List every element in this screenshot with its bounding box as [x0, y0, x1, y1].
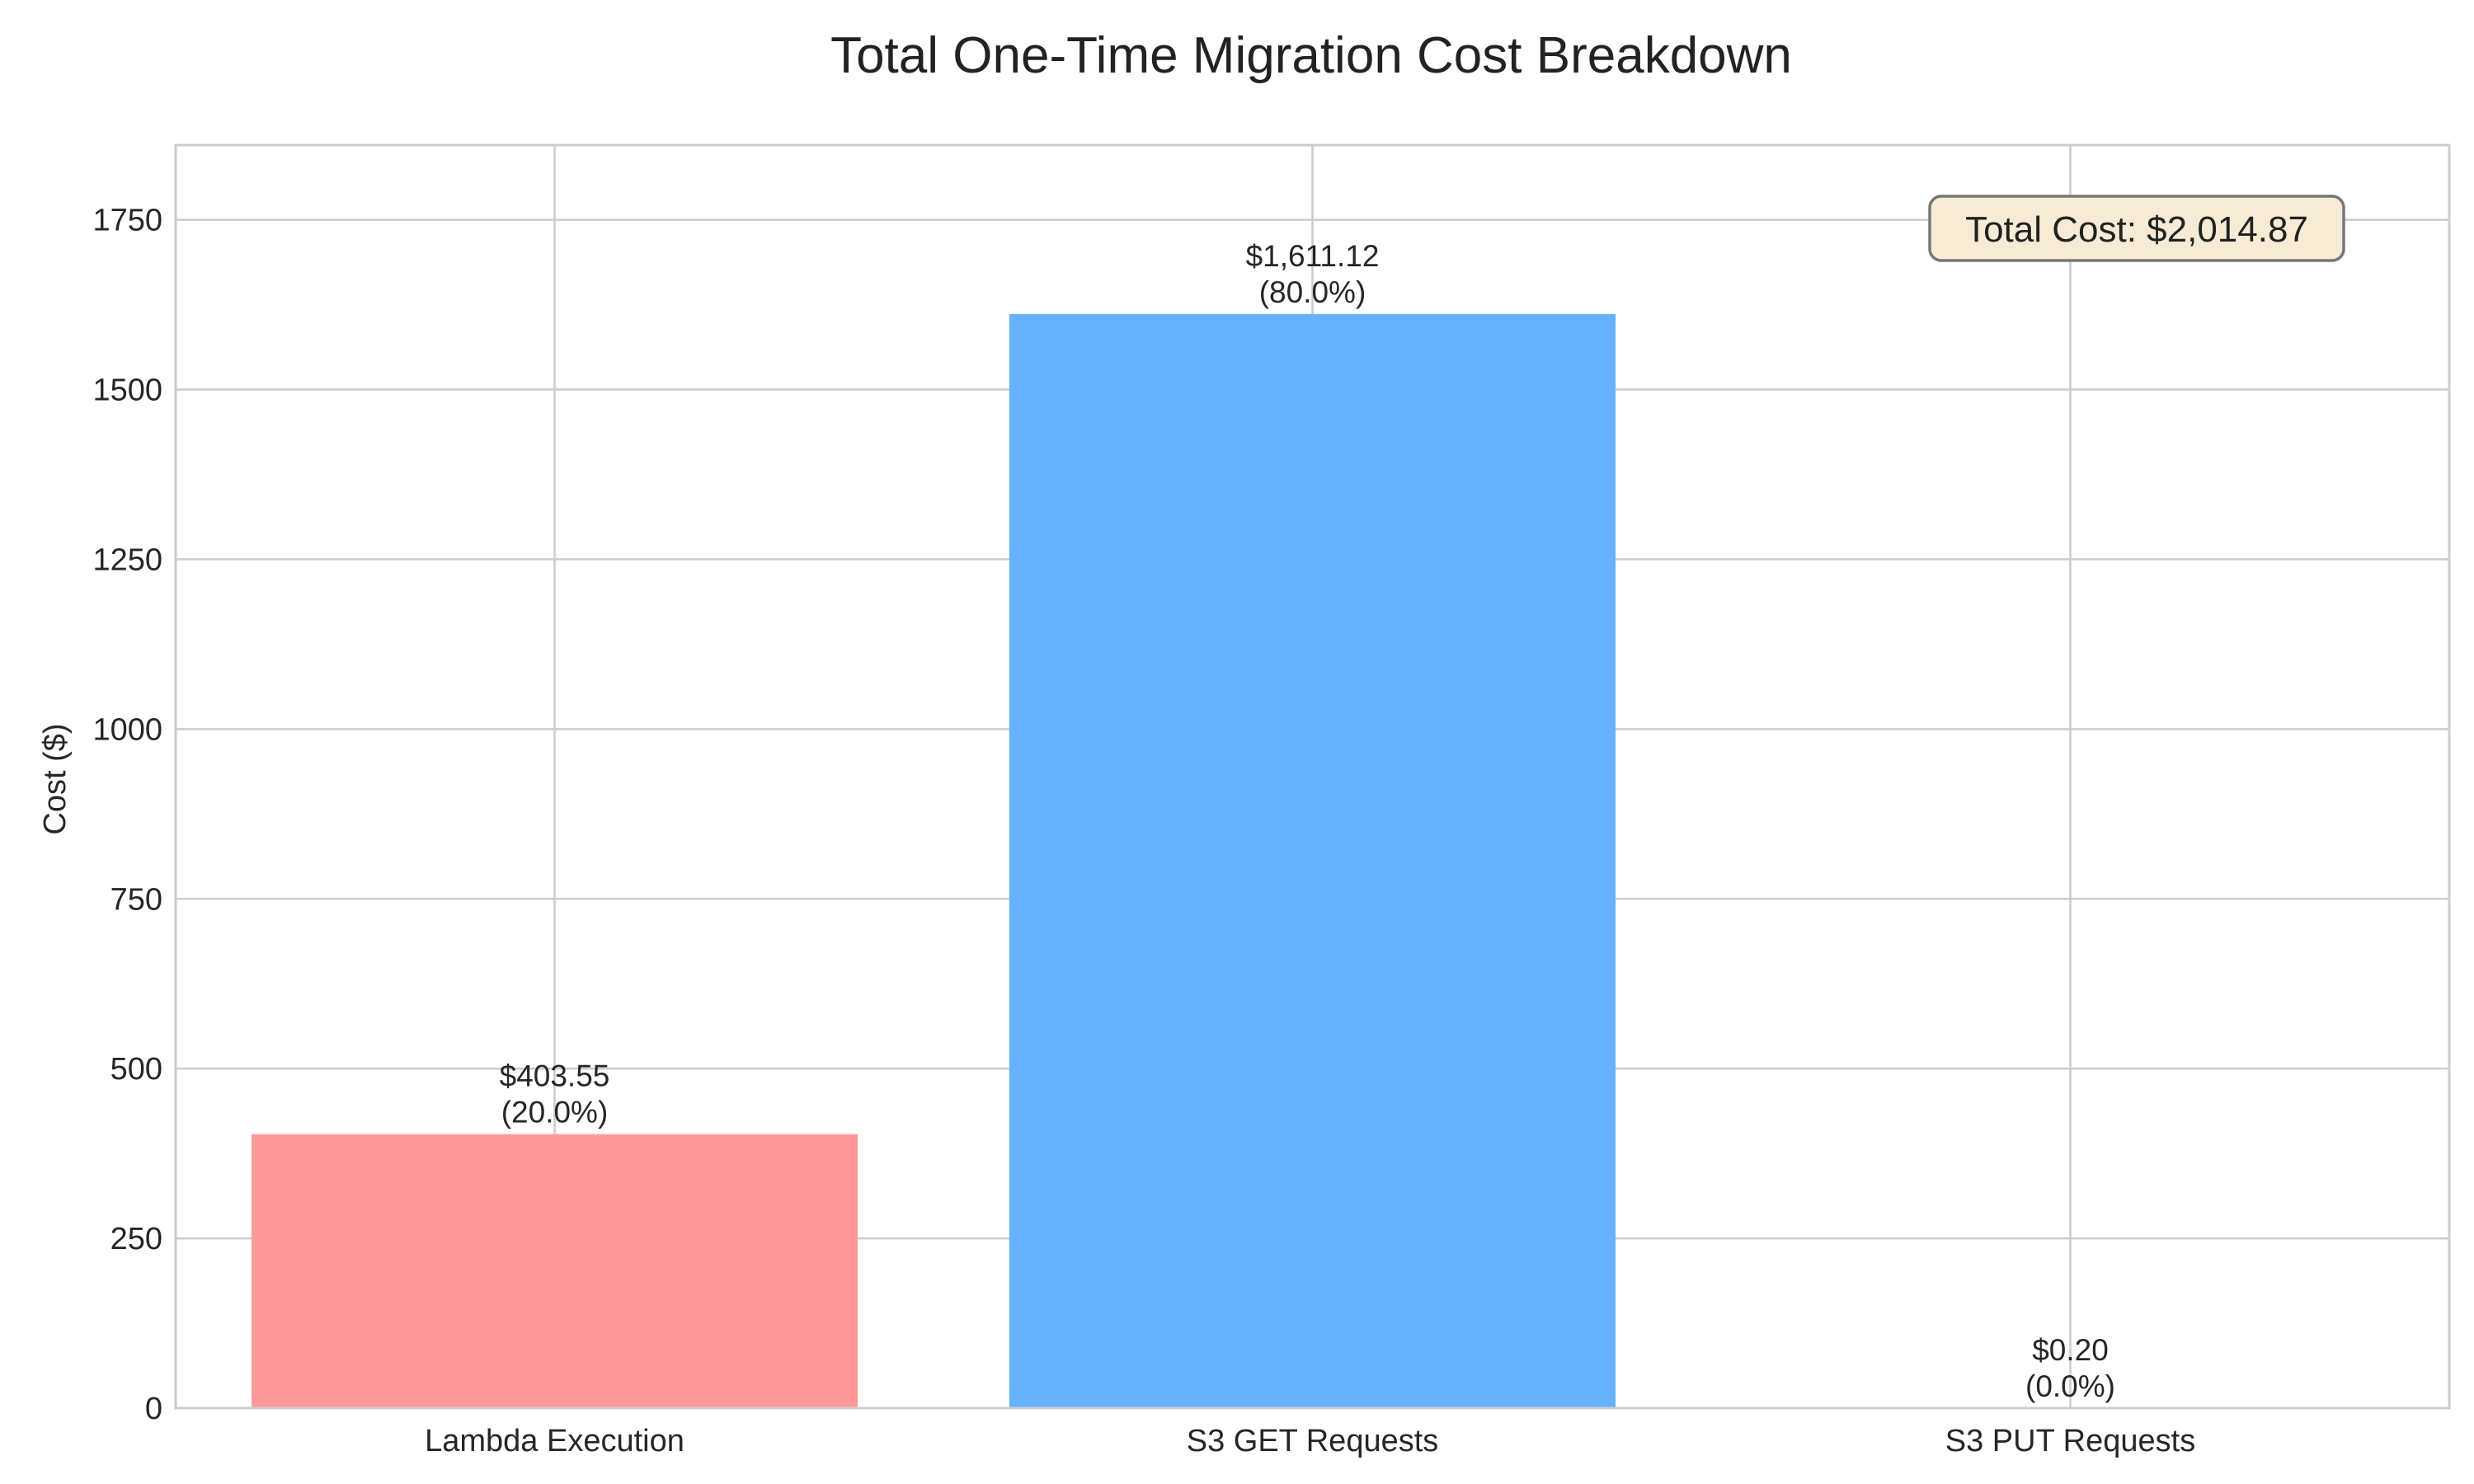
bar-lambda-execution — [251, 1134, 858, 1408]
bar-value-label: $403.55 — [500, 1059, 610, 1093]
y-tick-label: 0 — [145, 1392, 162, 1426]
y-tick-label: 1500 — [92, 373, 162, 408]
y-tick-label: 500 — [111, 1052, 162, 1087]
y-tick-label: 1000 — [92, 712, 162, 747]
y-tick-label: 1250 — [92, 542, 162, 577]
y-tick-label: 250 — [111, 1222, 162, 1256]
x-tick-label: S3 GET Requests — [1187, 1424, 1439, 1458]
chart-title: Total One-Time Migration Cost Breakdown — [830, 27, 1792, 84]
y-tick-label: 750 — [111, 882, 162, 917]
x-tick-label: S3 PUT Requests — [1945, 1424, 2195, 1458]
axes-frame — [174, 143, 2451, 1410]
total-cost-annotation: Total Cost: $2,014.87 — [1965, 209, 2308, 250]
y-tick-label: 1750 — [92, 204, 162, 238]
bar-percent-label: (0.0%) — [2025, 1369, 2115, 1403]
x-tick-label: Lambda Execution — [425, 1424, 684, 1458]
bar-percent-label: (80.0%) — [1259, 275, 1366, 309]
plot-area: $403.55(20.0%) $1,611.12(80.0%) $0.20(0.0%… — [92, 143, 2451, 1458]
bar-percent-label: (20.0%) — [501, 1096, 609, 1129]
total-cost-box — [1928, 195, 2345, 262]
bar-value-label: $1,611.12 — [1246, 239, 1380, 273]
y-axis-label: Cost ($) — [38, 723, 73, 834]
bar-s3-get-requests — [1009, 313, 1616, 1409]
bar-value-label: $0.20 — [2032, 1333, 2109, 1367]
